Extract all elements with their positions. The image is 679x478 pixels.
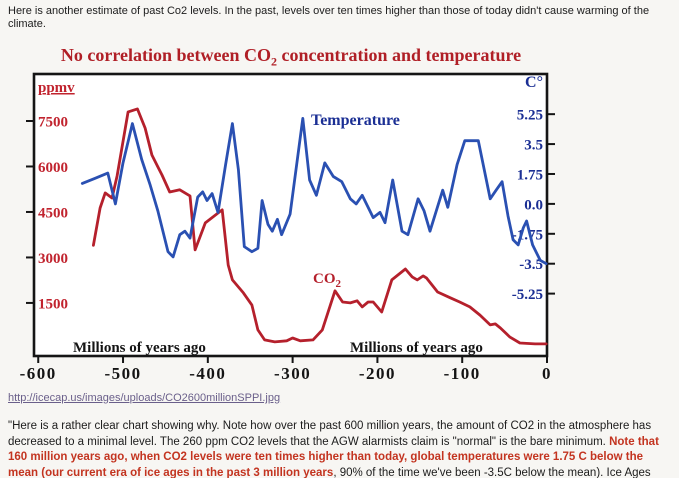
right-axis-tick-label: 3.5 [524,138,543,154]
left-axis-tick-label: 7500 [38,115,68,131]
chart-title: No correlation between CO2 concentration… [0,45,582,70]
x-axis-tick-label: -200 [359,364,396,383]
left-axis-tick-label: 6000 [38,160,68,176]
x-axis-tick-label: 0 [542,364,552,383]
left-axis-tick-label: 4500 [38,205,68,221]
source-link[interactable]: http://icecap.us/images/uploads/CO2600mi… [8,392,281,404]
x-axis-tick-label: -400 [189,364,226,383]
right-axis-tick-label: 1.75 [517,167,543,183]
paragraph-normal-1: "Here is a rather clear chart showing wh… [8,420,652,448]
left-axis-tick-label: 1500 [38,296,68,312]
x-axis-title-left: Millions of years ago [73,340,206,356]
series-label-co2: CO2 [313,271,342,290]
top-note-text: Here is another estimate of past Co2 lev… [8,5,650,30]
series-line-temperature [80,117,548,266]
left-axis-tick-label: 3000 [38,251,68,267]
x-axis-title-right: Millions of years ago [350,340,483,356]
right-axis-tick-label: -5.25 [512,287,543,303]
chart-title-post: concentration and temperature [277,45,522,65]
x-axis-tick-label: -300 [274,364,311,383]
x-axis-tick-label: -100 [444,364,481,383]
x-axis-tick-label: -600 [20,364,57,383]
chart-title-subscript: 2 [271,54,277,69]
series-label-temperature: Temperature [311,112,400,129]
series-line-co2 [92,107,548,346]
right-axis-title: C° [525,74,543,91]
right-axis-tick-label: 0.0 [524,197,543,213]
left-axis-title: ppmv [38,80,75,96]
bottom-paragraph: "Here is a rather clear chart showing wh… [8,419,673,478]
co2-label-subscript: 2 [336,278,342,290]
paragraph-normal-2: , 90% of the time we've been -3.5C below… [333,466,651,478]
chart-title-pre: No correlation between CO [60,45,271,65]
co2-label-main: CO [313,271,336,287]
paragraph-red-bold: Note that 160 million years ago, when CO… [8,435,659,478]
right-axis-tick-label: 5.25 [517,108,543,124]
x-axis-tick-label: -500 [104,364,141,383]
right-axis-tick-label: -3.5 [519,257,543,273]
